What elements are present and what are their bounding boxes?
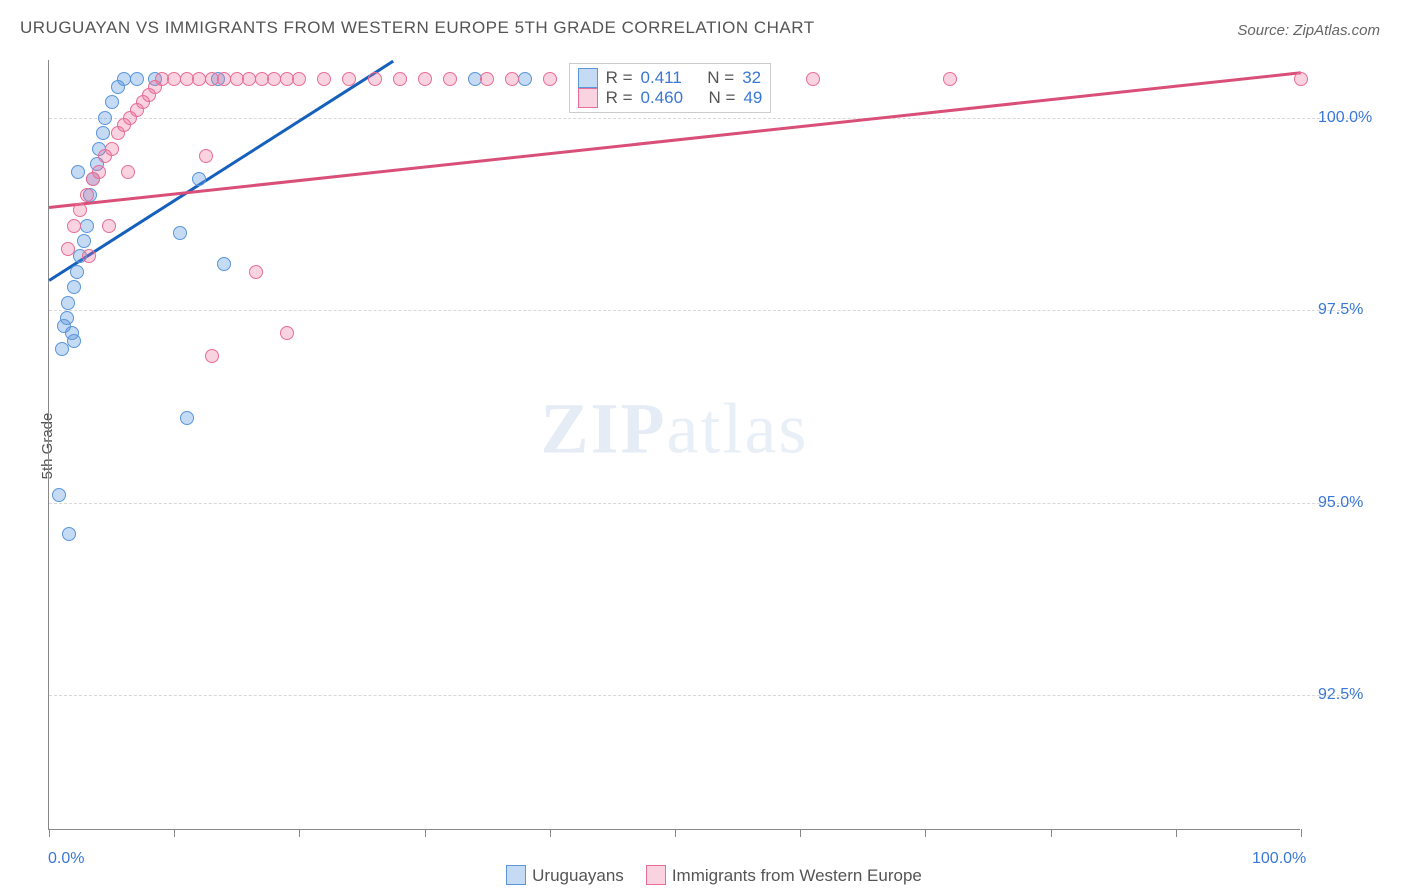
source-prefix: Source: (1237, 22, 1293, 39)
y-tick-label: 92.5% (1318, 686, 1396, 704)
scatter-point (70, 265, 84, 279)
scatter-point (52, 488, 66, 502)
n-label: N = (709, 88, 736, 108)
gridline (49, 695, 1360, 696)
watermark-atlas: atlas (667, 389, 809, 469)
scatter-point (92, 165, 106, 179)
legend-swatch-icon (646, 865, 666, 885)
x-tick (174, 829, 175, 837)
scatter-point (105, 95, 119, 109)
legend-swatch-icon (578, 68, 598, 88)
chart-title: URUGUAYAN VS IMMIGRANTS FROM WESTERN EUR… (20, 18, 815, 38)
x-tick (1176, 829, 1177, 837)
scatter-point (73, 203, 87, 217)
scatter-point (77, 234, 91, 248)
scatter-point (67, 219, 81, 233)
scatter-point (173, 226, 187, 240)
scatter-point (480, 72, 494, 86)
legend-swatch-icon (506, 865, 526, 885)
x-tick-label: 0.0% (48, 850, 84, 868)
x-tick (925, 829, 926, 837)
stats-box: R = 0.411 N = 32R = 0.460 N = 49 (569, 63, 772, 113)
scatter-point (80, 188, 94, 202)
scatter-point (130, 72, 144, 86)
source-label: Source: ZipAtlas.com (1237, 22, 1380, 39)
scatter-point (368, 72, 382, 86)
x-tick (1301, 829, 1302, 837)
scatter-point (61, 242, 75, 256)
scatter-point (192, 172, 206, 186)
legend-label: Uruguayans (532, 866, 624, 885)
watermark-zip: ZIP (541, 389, 667, 469)
scatter-point (121, 165, 135, 179)
r-value: 0.460 (641, 88, 684, 108)
scatter-point (180, 411, 194, 425)
scatter-point (67, 334, 81, 348)
scatter-point (249, 265, 263, 279)
scatter-point (98, 111, 112, 125)
scatter-point (205, 349, 219, 363)
scatter-point (518, 72, 532, 86)
r-label: R = (606, 68, 633, 88)
y-tick-label: 100.0% (1318, 109, 1396, 127)
scatter-point (55, 342, 69, 356)
scatter-point (280, 326, 294, 340)
x-tick-label: 100.0% (1252, 850, 1306, 868)
legend: Uruguayans Immigrants from Western Europe (0, 865, 1406, 886)
scatter-point (71, 165, 85, 179)
scatter-point (505, 72, 519, 86)
scatter-point (67, 280, 81, 294)
scatter-point (96, 126, 110, 140)
stats-row: R = 0.460 N = 49 (578, 88, 763, 108)
scatter-point (393, 72, 407, 86)
scatter-point (82, 249, 96, 263)
x-tick (49, 829, 50, 837)
scatter-point (217, 257, 231, 271)
source-name: ZipAtlas.com (1293, 22, 1380, 39)
scatter-point (62, 527, 76, 541)
scatter-point (943, 72, 957, 86)
x-tick (800, 829, 801, 837)
scatter-point (317, 72, 331, 86)
y-tick-label: 97.5% (1318, 301, 1396, 319)
x-tick (675, 829, 676, 837)
x-tick (299, 829, 300, 837)
n-value: 32 (742, 68, 761, 88)
scatter-point (806, 72, 820, 86)
n-label: N = (707, 68, 734, 88)
watermark: ZIPatlas (541, 388, 809, 471)
gridline (49, 118, 1360, 119)
gridline (49, 310, 1360, 311)
scatter-point (418, 72, 432, 86)
scatter-plot-area: ZIPatlas R = 0.411 N = 32R = 0.460 N = 4… (48, 60, 1300, 830)
scatter-point (1294, 72, 1308, 86)
scatter-point (60, 311, 74, 325)
scatter-point (105, 142, 119, 156)
x-tick (1051, 829, 1052, 837)
scatter-point (102, 219, 116, 233)
scatter-point (543, 72, 557, 86)
scatter-point (61, 296, 75, 310)
y-tick-label: 95.0% (1318, 494, 1396, 512)
scatter-point (342, 72, 356, 86)
stats-row: R = 0.411 N = 32 (578, 68, 763, 88)
scatter-point (292, 72, 306, 86)
r-value: 0.411 (641, 68, 682, 88)
scatter-point (443, 72, 457, 86)
scatter-point (80, 219, 94, 233)
n-value: 49 (743, 88, 762, 108)
scatter-point (199, 149, 213, 163)
legend-swatch-icon (578, 88, 598, 108)
x-tick (425, 829, 426, 837)
x-tick (550, 829, 551, 837)
legend-label: Immigrants from Western Europe (672, 866, 922, 885)
r-label: R = (606, 88, 633, 108)
gridline (49, 503, 1360, 504)
